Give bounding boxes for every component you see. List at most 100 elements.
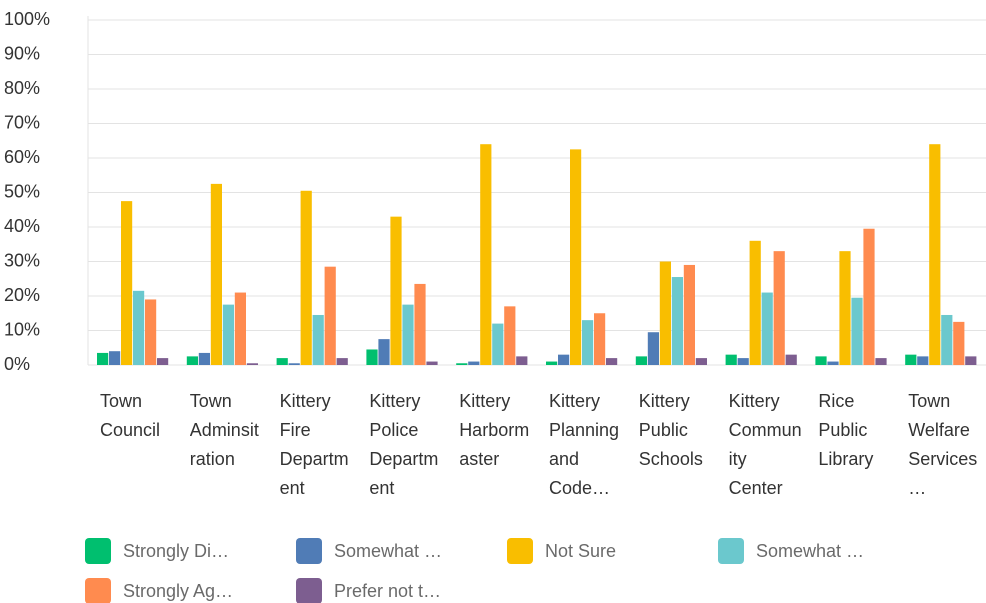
x-tick-label: Town Adminsitration	[189, 391, 259, 469]
bar	[773, 251, 785, 365]
bar	[941, 314, 953, 365]
bar	[516, 356, 528, 365]
legend-swatch	[296, 578, 322, 603]
legend-item: Prefer not t…	[296, 578, 441, 603]
bar	[366, 349, 378, 365]
bar	[198, 352, 210, 365]
legend-item: Strongly Ag…	[85, 578, 233, 603]
bar	[851, 297, 863, 365]
bar	[695, 358, 707, 365]
x-tick-label: Kittery Police Department	[369, 391, 439, 498]
bar	[737, 358, 749, 365]
legend-swatch	[507, 538, 533, 564]
legend-swatch	[296, 538, 322, 564]
bar	[570, 149, 582, 365]
x-tick-label: Kittery Harbormaster	[459, 391, 530, 469]
x-tick-label: Kittery Community Center	[728, 391, 802, 498]
bar	[905, 354, 917, 365]
legend-label: Strongly Ag…	[123, 580, 234, 601]
x-tick-label: Town Welfare Services…	[908, 391, 978, 498]
x-tick-label: Rice Public Library	[818, 391, 874, 469]
bar	[504, 306, 516, 365]
bar	[659, 261, 671, 365]
bar	[492, 323, 504, 365]
bar	[121, 201, 133, 365]
legend-item: Strongly Di…	[85, 538, 229, 564]
legend-label: Prefer not t…	[334, 580, 442, 601]
bar	[186, 356, 198, 365]
bar	[97, 352, 109, 365]
legend-swatch	[85, 578, 111, 603]
bar	[839, 251, 851, 365]
bar	[725, 354, 737, 365]
bar	[109, 351, 121, 365]
legend-label: Strongly Di…	[123, 540, 230, 561]
y-tick-label: 10%	[4, 319, 40, 339]
bar	[546, 361, 558, 365]
legend-item: Not Sure	[507, 538, 616, 564]
bar	[917, 356, 929, 365]
bar	[276, 358, 288, 365]
y-tick-label: 60%	[4, 147, 40, 167]
bar	[468, 361, 480, 365]
y-tick-label: 20%	[4, 285, 40, 305]
bar	[785, 354, 797, 365]
bar	[953, 321, 965, 365]
bar	[815, 356, 827, 365]
bar	[749, 240, 761, 365]
bar	[671, 277, 683, 365]
legend-label: Somewhat …	[756, 540, 865, 561]
bar	[594, 313, 606, 365]
y-tick-label: 0%	[4, 354, 30, 374]
x-tick-label: Town Council	[100, 391, 161, 440]
bar	[414, 283, 426, 365]
bar	[336, 358, 348, 365]
bar	[378, 339, 390, 365]
bar	[582, 320, 594, 365]
bar	[456, 363, 468, 365]
legend-swatch	[85, 538, 111, 564]
y-tick-label: 50%	[4, 181, 40, 201]
bar	[875, 358, 887, 365]
x-tick-label: Kittery Planning and Code…	[549, 391, 620, 498]
bar	[480, 144, 492, 365]
bar	[606, 358, 618, 365]
bar	[965, 356, 977, 365]
legend-swatch	[718, 538, 744, 564]
y-tick-label: 80%	[4, 78, 40, 98]
bar	[929, 144, 941, 365]
legend-label: Somewhat …	[334, 540, 443, 561]
y-tick-label: 90%	[4, 43, 40, 63]
bar	[145, 299, 157, 365]
bar	[402, 304, 414, 365]
bar	[133, 290, 145, 365]
bar	[222, 304, 234, 365]
legend-label: Not Sure	[545, 540, 617, 561]
legend-item: Somewhat …	[296, 538, 442, 564]
bar	[234, 292, 246, 365]
bar	[312, 314, 324, 365]
bar	[827, 361, 839, 365]
y-tick-label: 40%	[4, 216, 40, 236]
bar	[761, 292, 773, 365]
bar	[288, 363, 300, 365]
y-tick-label: 70%	[4, 112, 40, 132]
bar	[558, 354, 570, 365]
bar	[635, 356, 647, 365]
x-tick-label: Kittery Fire Department	[279, 391, 349, 498]
bar	[300, 190, 312, 365]
bar	[683, 264, 695, 365]
bar	[647, 332, 659, 365]
bar	[246, 363, 258, 365]
x-tick-label: Kittery Public Schools	[638, 391, 703, 469]
bar	[157, 358, 169, 365]
bar	[863, 228, 875, 365]
bar	[390, 216, 402, 365]
y-tick-label: 100%	[4, 9, 50, 29]
y-tick-label: 30%	[4, 250, 40, 270]
legend-item: Somewhat …	[718, 538, 864, 564]
bar	[324, 266, 336, 365]
bar	[210, 183, 222, 365]
